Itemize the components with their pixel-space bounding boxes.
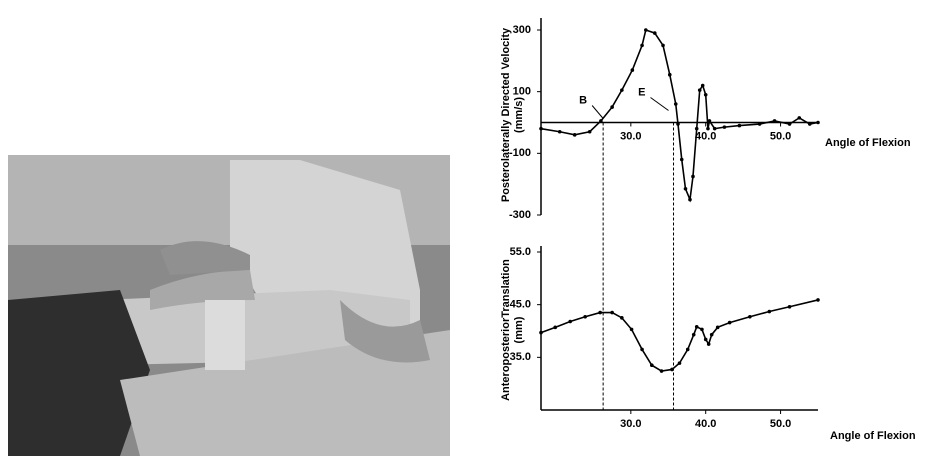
data-point xyxy=(700,327,704,332)
x-axis-title: Angle of Flexion xyxy=(830,430,916,442)
data-point xyxy=(630,68,635,72)
data-point xyxy=(644,28,648,32)
y-tick-label: -100 xyxy=(509,147,531,159)
data-point xyxy=(694,126,699,131)
data-point xyxy=(767,309,772,314)
data-point xyxy=(707,119,712,123)
x-axis-title: Angle of Flexion xyxy=(825,137,911,149)
y-tick-label: -300 xyxy=(509,209,531,221)
marker-leader xyxy=(591,105,604,119)
data-point xyxy=(694,324,699,329)
data-point xyxy=(683,186,688,191)
x-tick-label: 40.0 xyxy=(695,130,716,142)
data-point xyxy=(709,332,714,337)
data-point xyxy=(640,43,644,48)
data-point xyxy=(568,319,572,324)
data-point xyxy=(748,314,752,319)
data-point xyxy=(676,122,680,126)
data-point xyxy=(703,337,708,342)
y-axis-unit: (mm/s) xyxy=(513,97,525,133)
data-point xyxy=(737,123,742,128)
data-point xyxy=(727,320,732,325)
data-point xyxy=(679,157,684,162)
data-point xyxy=(661,43,665,48)
x-tick-label: 50.0 xyxy=(770,418,791,430)
y-axis-unit: (mm) xyxy=(513,316,525,343)
x-tick-label: 30.0 xyxy=(620,130,641,142)
data-point xyxy=(620,316,624,320)
photo xyxy=(8,155,450,456)
data-point xyxy=(677,361,682,365)
data-point xyxy=(807,122,812,126)
data-line xyxy=(540,299,819,372)
data-point xyxy=(598,310,602,315)
y-tick-label: 35.0 xyxy=(510,351,531,363)
data-point xyxy=(816,298,820,302)
x-tick-label: 50.0 xyxy=(770,130,791,142)
y-axis-title: AnteroposteriorTranslation xyxy=(500,259,512,401)
x-tick-label: 40.0 xyxy=(695,418,716,430)
y-tick-label: 55.0 xyxy=(510,246,531,258)
data-point xyxy=(691,174,695,179)
data-point xyxy=(706,126,710,131)
y-tick-label: 100 xyxy=(513,86,531,98)
data-point xyxy=(610,105,614,109)
data-point xyxy=(697,88,702,92)
data-point xyxy=(703,92,708,97)
data-point xyxy=(685,347,690,352)
data-point xyxy=(659,369,664,373)
data-point xyxy=(539,330,543,335)
data-point xyxy=(712,126,717,131)
data-point xyxy=(667,72,672,77)
data-point xyxy=(599,119,603,123)
data-point xyxy=(706,342,711,346)
data-point xyxy=(652,31,657,35)
marker-label: B xyxy=(579,94,587,106)
data-point xyxy=(787,122,792,126)
data-point xyxy=(610,310,614,315)
y-axis-title: Posterolaterally Directed Velocity xyxy=(500,27,512,202)
data-point xyxy=(816,120,820,125)
data-point xyxy=(673,102,678,106)
data-point xyxy=(688,197,692,202)
data-point xyxy=(620,88,624,92)
data-point xyxy=(787,304,792,309)
data-point xyxy=(583,314,587,319)
x-tick-label: 30.0 xyxy=(620,418,641,430)
data-point xyxy=(772,119,777,123)
data-point xyxy=(650,363,654,368)
y-tick-label: 300 xyxy=(513,24,531,36)
marker-label: E xyxy=(638,86,645,98)
data-point xyxy=(797,116,802,120)
data-point xyxy=(539,126,543,131)
marker-leader xyxy=(650,97,669,111)
data-point xyxy=(557,129,562,134)
data-point xyxy=(757,122,762,126)
y-tick-label: 45.0 xyxy=(510,299,531,311)
data-line xyxy=(540,28,819,203)
data-point xyxy=(572,133,577,137)
data-point xyxy=(691,332,696,337)
data-point xyxy=(670,367,674,372)
data-point xyxy=(722,125,727,129)
data-point xyxy=(629,327,634,332)
charts: 300 100 -100 -300 30.0 40.0 50.0 Angle of Flexi… xyxy=(500,18,916,442)
data-point xyxy=(700,83,705,88)
data-point xyxy=(553,325,558,330)
data-point xyxy=(640,347,644,352)
data-point xyxy=(715,325,720,330)
data-point xyxy=(587,129,592,134)
